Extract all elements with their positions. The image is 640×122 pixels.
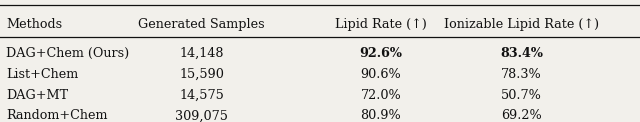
Text: 83.4%: 83.4% xyxy=(500,47,543,60)
Text: 14,575: 14,575 xyxy=(179,89,224,102)
Text: 78.3%: 78.3% xyxy=(501,68,542,81)
Text: 69.2%: 69.2% xyxy=(501,109,542,122)
Text: 72.0%: 72.0% xyxy=(360,89,401,102)
Text: Random+Chem: Random+Chem xyxy=(6,109,108,122)
Text: List+Chem: List+Chem xyxy=(6,68,79,81)
Text: DAG+Chem (Ours): DAG+Chem (Ours) xyxy=(6,47,130,60)
Text: 14,148: 14,148 xyxy=(179,47,224,60)
Text: 309,075: 309,075 xyxy=(175,109,228,122)
Text: 15,590: 15,590 xyxy=(179,68,224,81)
Text: Ionizable Lipid Rate (↑): Ionizable Lipid Rate (↑) xyxy=(444,18,599,31)
Text: 80.9%: 80.9% xyxy=(360,109,401,122)
Text: DAG+MT: DAG+MT xyxy=(6,89,68,102)
Text: Generated Samples: Generated Samples xyxy=(138,18,265,31)
Text: 90.6%: 90.6% xyxy=(360,68,401,81)
Text: Lipid Rate (↑): Lipid Rate (↑) xyxy=(335,18,427,31)
Text: 50.7%: 50.7% xyxy=(501,89,542,102)
Text: Methods: Methods xyxy=(6,18,63,31)
Text: 92.6%: 92.6% xyxy=(360,47,402,60)
